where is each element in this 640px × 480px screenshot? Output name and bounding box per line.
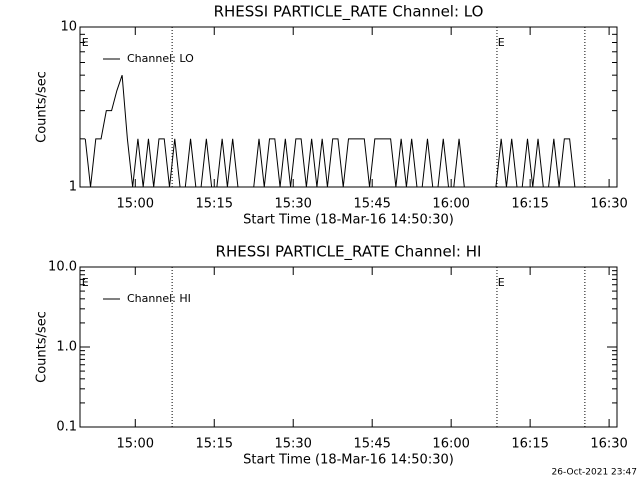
y-tick-label: 0.1	[56, 420, 77, 435]
x-tick-label: 15:00	[117, 437, 154, 452]
x-tick-label: 16:15	[511, 197, 548, 212]
legend-label: Channel: HI	[127, 292, 191, 305]
x-tick-label: 15:30	[274, 197, 311, 212]
x-tick-label: 15:30	[274, 437, 311, 452]
chart-title: RHESSI PARTICLE_RATE Channel: LO	[214, 3, 484, 22]
series-line	[84, 75, 581, 188]
x-tick-label: 16:00	[432, 197, 469, 212]
chart-title: RHESSI PARTICLE_RATE Channel: HI	[216, 243, 482, 262]
x-tick-label: 15:45	[353, 437, 390, 452]
x-tick-label: 16:30	[590, 437, 627, 452]
event-marker: E	[82, 276, 89, 289]
event-marker: E	[82, 36, 89, 49]
event-marker: E	[498, 276, 505, 289]
footer: 26-Oct-2021 23:47	[552, 468, 637, 478]
x-tick-label: 16:30	[590, 197, 627, 212]
x-axis-title: Start Time (18-Mar-16 14:50:30)	[243, 213, 454, 228]
legend-label: Channel: LO	[127, 52, 194, 65]
plot-frame	[79, 26, 618, 188]
y-axis-title: Counts/sec	[35, 71, 50, 143]
y-tick-label: 1	[69, 180, 77, 195]
y-tick-label: 10	[60, 20, 77, 35]
y-tick-label: 1.0	[56, 340, 77, 355]
y-axis-title: Counts/sec	[35, 311, 50, 383]
x-tick-label: 15:15	[196, 437, 233, 452]
event-marker: E	[498, 36, 505, 49]
x-axis-title: Start Time (18-Mar-16 14:50:30)	[243, 453, 454, 468]
x-tick-label: 15:15	[196, 197, 233, 212]
x-tick-label: 15:00	[117, 197, 154, 212]
y-tick-label: 10.0	[48, 260, 77, 275]
x-tick-label: 16:00	[432, 437, 469, 452]
x-tick-label: 15:45	[353, 197, 390, 212]
x-tick-label: 16:15	[511, 437, 548, 452]
